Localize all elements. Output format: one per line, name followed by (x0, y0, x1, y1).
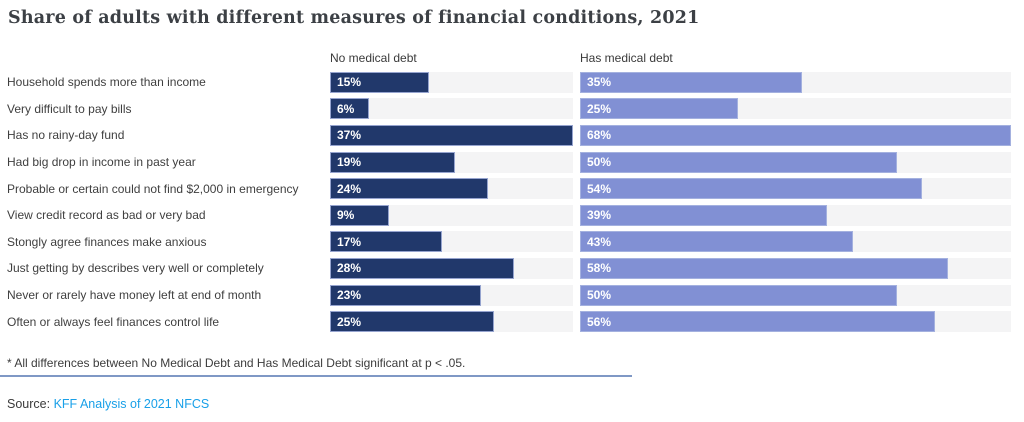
chart-row: View credit record as bad or very bad 9% 3… (7, 202, 1024, 229)
bar-no-medical-debt: 15% (330, 71, 429, 93)
bar-value-label: 28% (337, 261, 362, 276)
chart-row: Had big drop in income in past year 19% 50… (7, 149, 1024, 176)
bar-value-label: 25% (337, 314, 362, 329)
chart-row: Has no rainy-day fund 37% 68% (7, 122, 1024, 149)
source-link[interactable]: KFF Analysis of 2021 NFCS (53, 396, 210, 411)
chart-row: Very difficult to pay bills 6% 25% (7, 96, 1024, 123)
footnote-divider (0, 374, 632, 377)
bar-value-label: 17% (337, 234, 362, 249)
bar-track-no-medical-debt: 17% (330, 231, 573, 253)
bar-has-medical-debt: 50% (580, 151, 897, 173)
chart-row: Just getting by describes very well or c… (7, 255, 1024, 282)
bar-value-label: 9% (337, 208, 355, 223)
bar-has-medical-debt: 68% (580, 124, 1011, 146)
bar-track-no-medical-debt: 37% (330, 124, 573, 146)
chart-row: Probable or certain could not find $2,00… (7, 175, 1024, 202)
row-label: Stongly agree finances make anxious (7, 234, 207, 249)
bar-has-medical-debt: 39% (580, 204, 828, 226)
row-label: Has no rainy-day fund (7, 128, 125, 143)
bar-no-medical-debt: 28% (330, 257, 514, 279)
bar-track-has-medical-debt: 58% (580, 257, 1011, 279)
bar-value-label: 50% (587, 288, 612, 303)
source-label: Source: (7, 396, 51, 411)
bar-track-no-medical-debt: 25% (330, 311, 573, 333)
chart-title: Share of adults with different measures … (8, 8, 700, 28)
chart-row: Often or always feel finances control li… (7, 308, 1024, 335)
bar-track-no-medical-debt: 9% (330, 204, 573, 226)
bar-value-label: 19% (337, 155, 362, 170)
row-label: View credit record as bad or very bad (7, 208, 206, 223)
bar-value-label: 56% (587, 314, 612, 329)
bar-value-label: 68% (587, 128, 612, 143)
row-label: Often or always feel finances control li… (7, 314, 220, 329)
row-label: Had big drop in income in past year (7, 155, 196, 170)
bar-no-medical-debt: 24% (330, 178, 488, 200)
row-label: Never or rarely have money left at end o… (7, 288, 262, 303)
bar-track-has-medical-debt: 50% (580, 284, 1011, 306)
bar-track-no-medical-debt: 19% (330, 151, 573, 173)
bar-value-label: 24% (337, 181, 362, 196)
bar-no-medical-debt: 6% (330, 98, 370, 120)
bar-no-medical-debt: 9% (330, 204, 390, 226)
bar-track-has-medical-debt: 25% (580, 98, 1011, 120)
bar-no-medical-debt: 17% (330, 231, 442, 253)
row-label: Very difficult to pay bills (7, 101, 132, 116)
group-header-has-medical-debt: Has medical debt (580, 51, 673, 65)
bar-value-label: 15% (337, 75, 362, 90)
bar-has-medical-debt: 35% (580, 71, 802, 93)
bar-value-label: 39% (587, 208, 612, 223)
bar-value-label: 25% (587, 101, 612, 116)
bar-track-no-medical-debt: 28% (330, 257, 573, 279)
bar-track-no-medical-debt: 24% (330, 178, 573, 200)
bar-value-label: 43% (587, 234, 612, 249)
significance-footnote: * All differences between No Medical Deb… (7, 355, 466, 370)
bar-has-medical-debt: 54% (580, 178, 923, 200)
bar-track-has-medical-debt: 56% (580, 311, 1011, 333)
bar-has-medical-debt: 43% (580, 231, 853, 253)
bar-has-medical-debt: 50% (580, 284, 897, 306)
bar-no-medical-debt: 19% (330, 151, 455, 173)
chart-row: Never or rarely have money left at end o… (7, 282, 1024, 309)
bar-has-medical-debt: 56% (580, 311, 935, 333)
bar-track-has-medical-debt: 35% (580, 71, 1011, 93)
bar-track-has-medical-debt: 39% (580, 204, 1011, 226)
bar-track-has-medical-debt: 68% (580, 124, 1011, 146)
bar-has-medical-debt: 58% (580, 257, 948, 279)
bar-no-medical-debt: 23% (330, 284, 482, 306)
group-header-no-medical-debt: No medical debt (330, 51, 417, 65)
chart-rows: Household spends more than income 15% 35% V… (0, 69, 1024, 335)
bar-no-medical-debt: 25% (330, 311, 495, 333)
bar-track-no-medical-debt: 15% (330, 71, 573, 93)
bar-value-label: 54% (587, 181, 612, 196)
bar-track-has-medical-debt: 43% (580, 231, 1011, 253)
bar-track-has-medical-debt: 54% (580, 178, 1011, 200)
bar-value-label: 58% (587, 261, 612, 276)
source-line: Source: KFF Analysis of 2021 NFCS (7, 397, 1024, 411)
row-label: Probable or certain could not find $2,00… (7, 181, 299, 196)
bar-track-no-medical-debt: 23% (330, 284, 573, 306)
group-header-row: No medical debt Has medical debt (7, 49, 1024, 65)
bar-value-label: 35% (587, 75, 612, 90)
bar-track-has-medical-debt: 50% (580, 151, 1011, 173)
bar-no-medical-debt: 37% (330, 124, 573, 146)
bar-track-no-medical-debt: 6% (330, 98, 573, 120)
row-label: Just getting by describes very well or c… (7, 261, 264, 276)
bar-value-label: 50% (587, 155, 612, 170)
chart-row: Stongly agree finances make anxious 17% 43… (7, 229, 1024, 256)
bar-has-medical-debt: 25% (580, 98, 739, 120)
chart-row: Household spends more than income 15% 35% (7, 69, 1024, 96)
row-label: Household spends more than income (7, 75, 206, 90)
bar-value-label: 37% (337, 128, 362, 143)
bar-value-label: 6% (337, 101, 355, 116)
bar-value-label: 23% (337, 288, 362, 303)
